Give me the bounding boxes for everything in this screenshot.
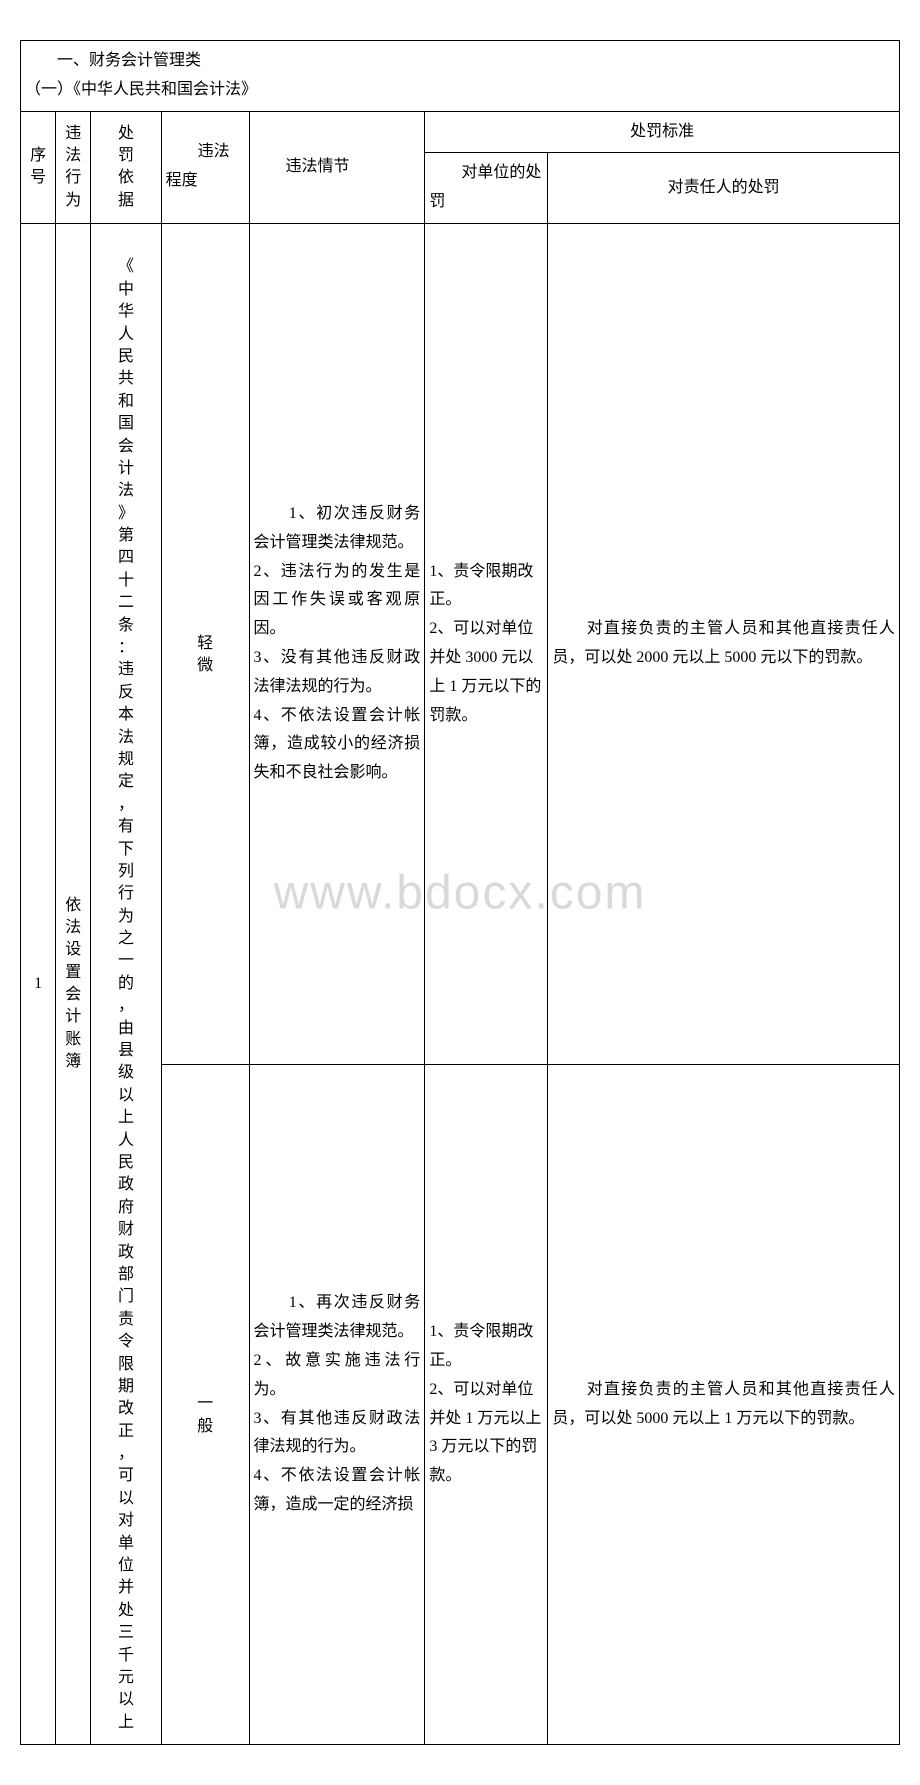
- title-line-2: （一）《中华人民共和国会计法》: [25, 76, 895, 105]
- header-act: 违法行为: [56, 111, 91, 223]
- cell-act: 依法设置会计账簿: [56, 223, 91, 1744]
- header-row-1: 序号 违法行为 处罚依据 违法程度 违法情节 处罚标准: [21, 111, 900, 153]
- header-person: 对责任人的处罚: [548, 153, 900, 224]
- cell-unit-1: 1、责令限期改正。 2、可以对单位并处 3000 元以上 1 万元以下的罚款。: [425, 223, 548, 1064]
- cell-circ-2: 1、再次违反财务会计管理类法律规范。 2、故意实施违法行为。 3、有其他违反财政…: [249, 1065, 425, 1745]
- regulation-table: 一、财务会计管理类 （一）《中华人民共和国会计法》 序号 违法行为 处罚依据 违…: [20, 40, 900, 1745]
- header-circ: 违法情节: [249, 111, 425, 223]
- cell-circ-1: 1、初次违反财务会计管理类法律规范。 2、违法行为的发生是因工作失误或客观原因。…: [249, 223, 425, 1064]
- cell-person-2: 对直接负责的主管人员和其他直接责任人员，可以处 5000 元以上 1 万元以下的…: [548, 1065, 900, 1745]
- cell-seq: 1: [21, 223, 56, 1744]
- cell-basis: 《中华人民共和国会计法》第四十二条：违反本法规定，有下列行为之一的，由县级以上人…: [91, 223, 161, 1744]
- title-line-1: 一、财务会计管理类: [25, 47, 895, 76]
- cell-degree-2: 一般: [161, 1065, 249, 1745]
- header-degree: 违法程度: [161, 111, 249, 223]
- cell-person-1: 对直接负责的主管人员和其他直接责任人员，可以处 2000 元以上 5000 元以…: [548, 223, 900, 1064]
- header-basis: 处罚依据: [91, 111, 161, 223]
- header-standard: 处罚标准: [425, 111, 900, 153]
- title-row: 一、财务会计管理类 （一）《中华人民共和国会计法》: [21, 41, 900, 112]
- header-seq: 序号: [21, 111, 56, 223]
- cell-degree-1: 轻微: [161, 223, 249, 1064]
- header-unit: 对单位的处罚: [425, 153, 548, 224]
- cell-unit-2: 1、责令限期改正。 2、可以对单位并处 1 万元以上 3 万元以下的罚款。: [425, 1065, 548, 1745]
- title-cell: 一、财务会计管理类 （一）《中华人民共和国会计法》: [21, 41, 900, 112]
- table-row: 1 依法设置会计账簿 《中华人民共和国会计法》第四十二条：违反本法规定，有下列行…: [21, 223, 900, 1064]
